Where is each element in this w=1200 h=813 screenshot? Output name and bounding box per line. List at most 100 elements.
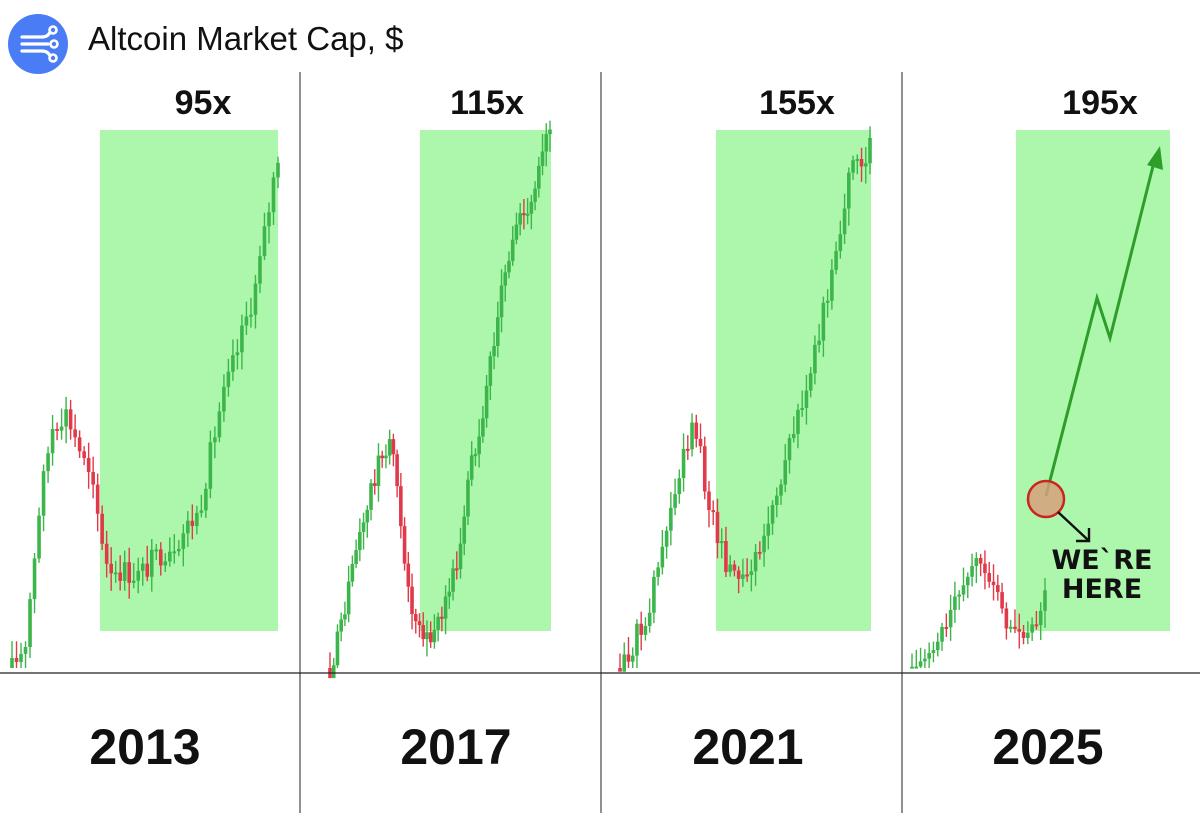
- candle-body: [719, 540, 724, 544]
- candle-body: [724, 540, 728, 572]
- projection-arrowhead: [1147, 146, 1163, 170]
- candle-body: [82, 451, 86, 459]
- candle-body: [473, 454, 478, 457]
- candle-body: [702, 446, 707, 492]
- candle-body: [762, 535, 766, 553]
- candle-body: [113, 572, 118, 575]
- candle-body: [421, 625, 426, 640]
- candle-body: [262, 226, 267, 257]
- candle-body: [440, 616, 444, 619]
- candle-body: [525, 213, 530, 216]
- candle-body: [249, 314, 253, 317]
- candle-body: [406, 563, 411, 587]
- candle-body: [510, 239, 515, 261]
- candle-body: [136, 570, 141, 581]
- candle-body: [64, 409, 68, 427]
- candle-body: [694, 422, 699, 439]
- year-label: 2021: [692, 719, 803, 775]
- candle-body: [447, 591, 452, 597]
- candle-body: [953, 596, 957, 610]
- candle-body: [413, 614, 418, 622]
- candle-body: [484, 385, 489, 419]
- candle-body: [800, 407, 805, 410]
- candle-body: [910, 666, 914, 669]
- candle-body: [522, 213, 526, 216]
- year-label: 2025: [992, 719, 1103, 775]
- candle-body: [46, 453, 50, 472]
- candle-body: [791, 433, 796, 439]
- candle-body: [664, 530, 669, 547]
- candle-body: [931, 650, 936, 654]
- candle-body: [825, 300, 830, 303]
- candle-body: [443, 596, 448, 619]
- candle-body: [59, 426, 64, 431]
- candle-body: [335, 631, 340, 666]
- candle-body: [673, 494, 677, 508]
- candle-body: [331, 665, 336, 679]
- candle-body: [235, 352, 240, 356]
- candle-body: [758, 551, 762, 554]
- growth-zone-highlight: [420, 130, 551, 631]
- candle-body: [399, 486, 403, 527]
- candle-body: [384, 455, 388, 459]
- candle-body: [172, 551, 177, 554]
- candle-body: [736, 570, 741, 579]
- growth-zone-highlight: [100, 130, 278, 631]
- candle-body: [186, 520, 190, 534]
- candle-body: [140, 563, 145, 571]
- candle-body: [346, 581, 351, 615]
- candle-body: [639, 623, 643, 635]
- projection-arrow: [1044, 157, 1157, 497]
- candle-body: [410, 586, 414, 615]
- candle-body: [395, 454, 399, 487]
- candle-body: [834, 250, 838, 270]
- candle-body: [685, 448, 690, 451]
- candle-body: [271, 177, 276, 213]
- candle-body: [104, 543, 109, 564]
- candle-body: [774, 495, 779, 505]
- candle-body: [469, 455, 474, 480]
- candle-body: [240, 325, 244, 353]
- candle-body: [391, 439, 396, 455]
- candle-body: [432, 629, 437, 643]
- multiplier-label: 95x: [175, 84, 232, 122]
- candle-body: [914, 666, 919, 669]
- candle-body: [796, 409, 800, 434]
- data-streams-icon: [8, 14, 68, 74]
- candle-body: [830, 269, 834, 301]
- candle-body: [974, 558, 979, 567]
- candle-body: [660, 546, 665, 568]
- candle-body: [681, 448, 686, 479]
- candle-body: [787, 438, 792, 461]
- candle-body: [987, 573, 992, 582]
- multiplier-label: 155x: [759, 84, 835, 122]
- cycle-panel-2013: 95x 2013: [10, 84, 280, 775]
- candle-body: [19, 653, 23, 662]
- candle-body: [804, 390, 809, 408]
- candle-body: [652, 576, 656, 613]
- candle-body: [690, 422, 694, 450]
- candle-body: [458, 543, 463, 570]
- candle-body: [783, 460, 788, 485]
- candle-body: [991, 581, 996, 586]
- candle-body: [380, 455, 385, 459]
- candle-body: [1034, 624, 1039, 627]
- candle-body: [226, 371, 231, 387]
- candle-body: [339, 619, 343, 632]
- candle-body: [158, 549, 163, 566]
- candle-body: [518, 213, 522, 225]
- candle-body: [868, 137, 872, 164]
- candle-body: [454, 568, 459, 571]
- candle-body: [466, 479, 470, 517]
- candle-body: [537, 165, 541, 189]
- candle-body: [86, 458, 91, 472]
- candle-body: [199, 510, 204, 513]
- candle-body: [365, 509, 370, 523]
- candle-body: [847, 172, 851, 209]
- candle-body: [477, 436, 481, 455]
- candle-body: [961, 585, 966, 595]
- candle-body: [462, 516, 467, 544]
- current-position-marker: [1026, 479, 1066, 519]
- candle-body: [402, 526, 407, 564]
